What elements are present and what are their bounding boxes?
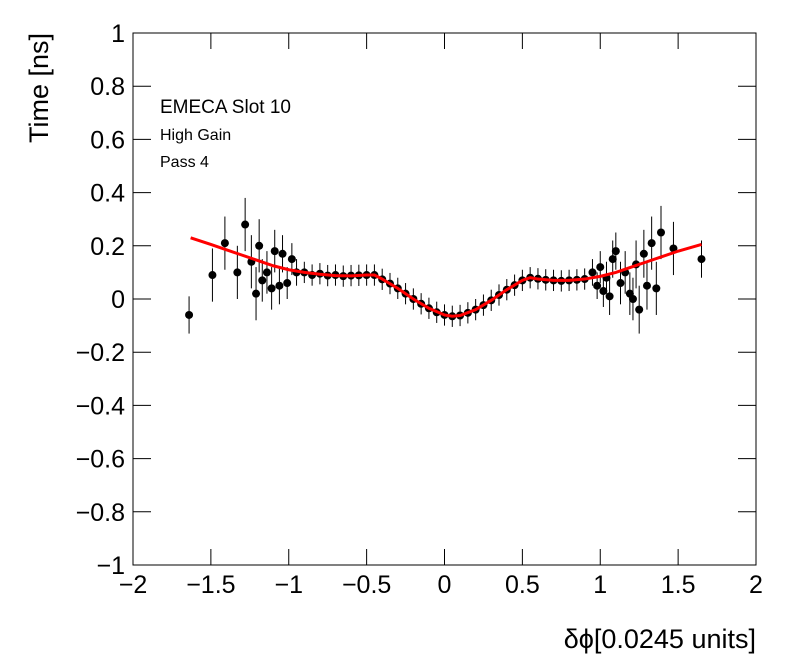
point (642, 281, 651, 290)
point (185, 310, 194, 319)
point (241, 220, 250, 229)
annotation: EMECA Slot 10 (160, 97, 291, 118)
y-tick-label: 0.4 (90, 180, 125, 208)
fit-line (190, 236, 702, 318)
point (628, 295, 637, 303)
point (208, 271, 217, 280)
point (275, 281, 284, 290)
y-tick-label: −1 (96, 552, 125, 580)
x-tick-label: −2 (119, 571, 148, 599)
point (262, 268, 271, 277)
point (270, 247, 279, 256)
x-tick-label: −1.5 (186, 571, 235, 599)
x-tick-label: 1.5 (661, 571, 696, 599)
y-tick-label: 1 (111, 20, 125, 48)
point (278, 249, 287, 258)
y-tick-label: 0.8 (90, 73, 125, 101)
point (233, 268, 242, 277)
x-tick-label: 1 (593, 571, 607, 599)
y-tick-label: 0.6 (90, 126, 125, 154)
point (611, 247, 620, 256)
annotation: High Gain (160, 127, 231, 144)
point (639, 249, 648, 258)
point (287, 255, 296, 264)
point (599, 287, 608, 296)
x-tick-label: −1 (274, 571, 303, 599)
x-tick-label: 0 (438, 571, 452, 599)
point (283, 279, 292, 288)
point (635, 305, 644, 314)
x-tick-label: 0.5 (505, 571, 540, 599)
point (267, 284, 276, 293)
point (252, 289, 261, 298)
point (220, 239, 229, 248)
y-tick-label: −0.4 (76, 392, 125, 420)
point (697, 255, 706, 264)
x-tick-label: −0.5 (342, 571, 391, 599)
x-axis-label: δϕ[0.0245 units] (564, 624, 756, 654)
point (652, 284, 661, 293)
y-tick-label: 0 (111, 286, 125, 314)
annotation: Pass 4 (160, 154, 209, 171)
y-tick-label: 0.2 (90, 233, 125, 261)
y-tick-label: −0.2 (76, 339, 125, 367)
point (593, 281, 602, 290)
y-axis-label: Time [ns] (24, 33, 54, 143)
point (616, 279, 625, 288)
point (258, 276, 267, 285)
point (608, 255, 617, 264)
point (255, 241, 264, 250)
y-tick-label: −0.8 (76, 499, 125, 527)
point (596, 263, 605, 272)
point (656, 228, 665, 237)
y-tick-label: −0.6 (76, 446, 125, 474)
point (588, 268, 597, 277)
x-tick-label: 2 (749, 571, 763, 599)
point (647, 239, 656, 248)
point (605, 292, 614, 301)
